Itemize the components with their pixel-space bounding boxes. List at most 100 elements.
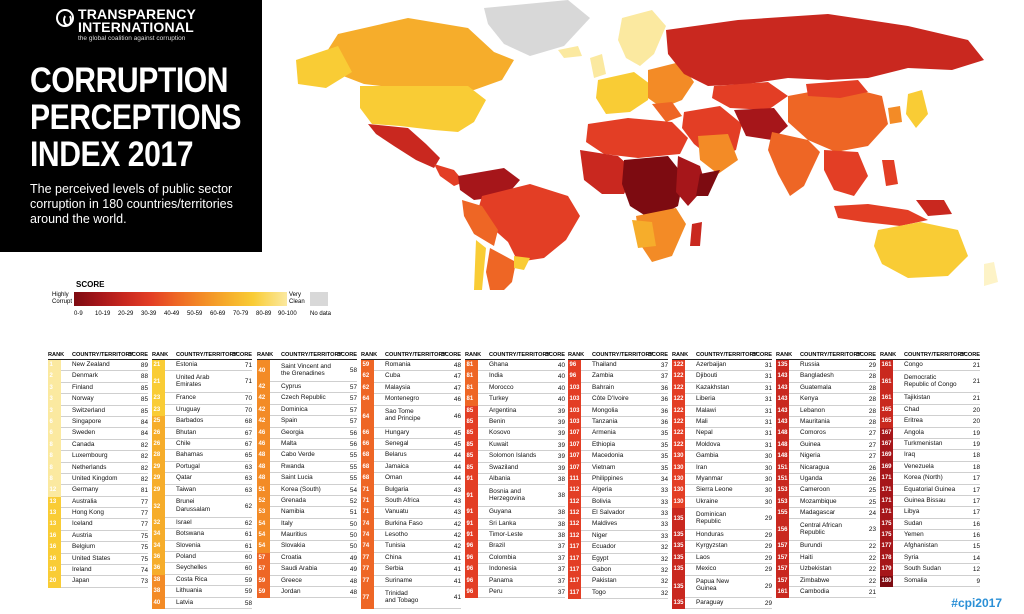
country-cell: Kazakhstan bbox=[696, 383, 730, 391]
table-row: 107 Ethiopia 35 bbox=[568, 439, 668, 452]
table-row: 91 Albania 38 bbox=[465, 473, 565, 486]
table-row: 161 Congo 21 bbox=[880, 360, 980, 372]
country-cell: Benin bbox=[489, 417, 506, 425]
country-cell: Pakistan bbox=[592, 577, 617, 585]
rank-cell: 71 bbox=[361, 507, 374, 519]
score-cell: 40 bbox=[557, 396, 565, 404]
rank-cell: 112 bbox=[568, 485, 581, 497]
rank-cell: 161 bbox=[776, 587, 789, 599]
map-peru-bolivia bbox=[462, 200, 498, 246]
score-cell: 31 bbox=[764, 396, 772, 404]
rank-cell: 103 bbox=[568, 382, 581, 395]
table-row: 23 Uruguay 70 bbox=[152, 404, 252, 417]
map-greenland bbox=[484, 0, 590, 56]
table-row: 161 Tajikistan 21 bbox=[880, 393, 980, 405]
country-cell: Ethiopia bbox=[592, 440, 616, 448]
rank-cell: 135 bbox=[672, 541, 685, 553]
header-country: COUNTRY/TERRITORY bbox=[385, 352, 447, 358]
score-cell: 33 bbox=[660, 532, 668, 540]
country-cell: Ghana bbox=[489, 361, 509, 368]
table-row: 148 Nigeria 27 bbox=[776, 451, 876, 463]
table-row: 53 Namibia 51 bbox=[257, 507, 357, 519]
country-cell: Poland bbox=[176, 553, 196, 561]
country-cell: Greece bbox=[281, 576, 302, 584]
score-cell: 49 bbox=[349, 554, 357, 562]
score-cell: 42 bbox=[453, 520, 461, 528]
country-cell: Romania bbox=[385, 361, 411, 368]
map-brazil bbox=[478, 184, 580, 262]
map-uruguay bbox=[514, 256, 530, 270]
country-cell: Norway bbox=[72, 395, 94, 403]
score-cell: 88 bbox=[140, 373, 148, 381]
header-rank: RANK bbox=[776, 352, 793, 358]
score-cell: 85 bbox=[140, 396, 148, 404]
map-mexico bbox=[368, 124, 440, 168]
score-cell: 46 bbox=[453, 412, 461, 420]
legend-tick: 30-39 bbox=[141, 311, 157, 317]
rank-cell: 74 bbox=[361, 541, 374, 553]
country-cell: Costa Rica bbox=[176, 575, 208, 583]
rank-cell: 34 bbox=[152, 540, 165, 553]
rank-cell: 103 bbox=[568, 416, 581, 429]
rank-cell: 122 bbox=[672, 394, 685, 406]
table-row: 54 Slovakia 50 bbox=[257, 541, 357, 553]
country-cell: United States bbox=[72, 554, 111, 562]
map-alaska bbox=[296, 46, 352, 88]
header-rank: RANK bbox=[880, 352, 897, 358]
score-cell: 31 bbox=[764, 418, 772, 426]
table-row: 122 Djibouti 31 bbox=[672, 371, 772, 383]
table-row: 96 Colombia 37 bbox=[465, 552, 565, 565]
table-row: 103 Mongolia 36 bbox=[568, 405, 668, 417]
table-row: 112 Algeria 33 bbox=[568, 485, 668, 497]
country-cell: Tunisia bbox=[385, 542, 406, 550]
score-cell: 26 bbox=[868, 475, 876, 483]
score-cell: 84 bbox=[140, 418, 148, 426]
score-cell: 84 bbox=[140, 430, 148, 438]
rank-cell: 157 bbox=[776, 575, 789, 588]
country-cell: Laos bbox=[696, 553, 710, 561]
score-cell: 30 bbox=[764, 464, 772, 472]
rank-cell: 112 bbox=[568, 508, 581, 520]
rank-cell: 64 bbox=[361, 405, 374, 428]
score-cell: 37 bbox=[557, 543, 565, 551]
score-cell: 60 bbox=[244, 565, 252, 573]
score-cell: 30 bbox=[764, 453, 772, 461]
score-cell: 16 bbox=[972, 520, 980, 528]
rank-cell: 107 bbox=[568, 439, 581, 452]
country-cell: Zimbabwe bbox=[800, 576, 830, 584]
table-row: 48 Cabo Verde 55 bbox=[257, 450, 357, 462]
country-cell: Malta bbox=[281, 439, 297, 447]
country-cell: Belarus bbox=[385, 451, 407, 459]
score-cell: 71 bbox=[244, 378, 252, 386]
rank-cell: 29 bbox=[152, 473, 165, 485]
legend-tick: 70-79 bbox=[233, 311, 249, 317]
rank-cell: 54 bbox=[257, 518, 270, 531]
score-cell: 41 bbox=[453, 554, 461, 562]
rank-cell: 135 bbox=[672, 564, 685, 576]
country-cell: Grenada bbox=[281, 496, 306, 504]
country-cell: Mexico bbox=[696, 565, 717, 573]
country-cell: Guatemala bbox=[800, 383, 832, 391]
rank-cell: 13 bbox=[48, 496, 61, 509]
country-cell: Mali bbox=[696, 417, 708, 425]
rank-cell: 8 bbox=[48, 439, 61, 452]
table-row: 6 Singapore 84 bbox=[48, 416, 148, 429]
rank-cell: 32 bbox=[152, 495, 165, 518]
map-papua bbox=[916, 200, 952, 216]
country-cell: Albania bbox=[489, 474, 511, 482]
country-cell: Jamaica bbox=[385, 462, 409, 470]
rank-cell: 96 bbox=[465, 541, 478, 553]
table-row: 42 Czech Republic 57 bbox=[257, 393, 357, 405]
score-cell: 33 bbox=[660, 487, 668, 495]
hashtag: #cpi2017 bbox=[951, 596, 1002, 610]
table-row: 64 Sao Tome and Principe 46 bbox=[361, 405, 461, 428]
table-row: 74 Lesotho 42 bbox=[361, 530, 461, 542]
map-china bbox=[788, 86, 888, 152]
rank-cell: 48 bbox=[257, 450, 270, 462]
country-cell: Turkmenistan bbox=[904, 439, 943, 447]
score-cell: 32 bbox=[660, 544, 668, 552]
rank-cell: 122 bbox=[672, 416, 685, 429]
country-cell: Mauritania bbox=[800, 417, 830, 425]
country-cell: El Salvador bbox=[592, 509, 625, 517]
score-cell: 56 bbox=[349, 440, 357, 448]
